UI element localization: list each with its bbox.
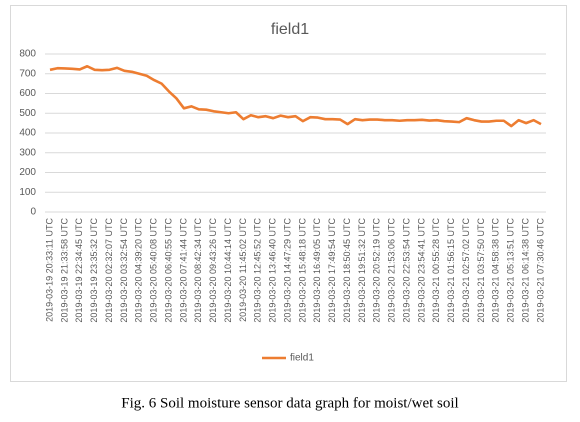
figure-caption: Fig. 6 Soil moisture sensor data graph f…: [121, 395, 458, 411]
y-tick-label: 200: [19, 167, 36, 178]
chart-title: field1: [271, 21, 309, 38]
x-tick-label: 2019-03-20 12:45:52 UTC: [253, 218, 263, 323]
x-tick-label: 2019-03-20 20:52:19 UTC: [372, 218, 382, 323]
x-tick-label: 2019-03-21 02:57:02 UTC: [461, 218, 471, 323]
x-tick-label: 2019-03-20 13:46:40 UTC: [268, 218, 278, 323]
x-tick-label: 2019-03-20 21:53:06 UTC: [387, 218, 397, 323]
x-tick-label: 2019-03-21 04:58:38 UTC: [491, 218, 501, 323]
x-tick-label: 2019-03-19 22:34:45 UTC: [74, 218, 84, 323]
x-tick-label: 2019-03-21 00:55:28 UTC: [431, 218, 441, 323]
y-tick-label: 800: [19, 49, 36, 60]
data-line: [49, 64, 542, 128]
x-tick-label: 2019-03-20 05:40:08 UTC: [149, 218, 159, 323]
x-tick-label: 2019-03-21 03:57:50 UTC: [476, 218, 486, 323]
x-tick-label: 2019-03-20 19:51:32 UTC: [357, 218, 367, 323]
x-tick-label: 2019-03-20 04:39:20 UTC: [134, 218, 144, 323]
x-tick-label: 2019-03-20 09:43:26 UTC: [208, 218, 218, 323]
y-tick-label: 0: [30, 207, 36, 218]
y-tick-label: 700: [19, 68, 36, 79]
x-tick-label: 2019-03-19 23:35:32 UTC: [89, 218, 99, 323]
x-tick-label: 2019-03-20 03:32:54 UTC: [119, 218, 129, 323]
y-tick-label: 500: [19, 108, 36, 119]
x-tick-label: 2019-03-20 15:48:18 UTC: [297, 218, 307, 323]
x-tick-label: 2019-03-21 07:30:46 UTC: [535, 218, 545, 323]
x-tick-label: 2019-03-20 23:54:41 UTC: [416, 218, 426, 323]
x-tick-label: 2019-03-20 06:40:55 UTC: [163, 218, 173, 323]
x-tick-label: 2019-03-20 14:47:29 UTC: [282, 218, 292, 323]
x-tick-label: 2019-03-20 18:50:45 UTC: [342, 218, 352, 323]
x-tick-label: 2019-03-20 11:45:02 UTC: [238, 218, 248, 322]
legend-label: field1: [290, 353, 314, 364]
y-tick-label: 100: [19, 187, 36, 198]
x-tick-label: 2019-03-20 08:42:34 UTC: [193, 218, 203, 323]
x-tick-label: 2019-03-20 22:53:54 UTC: [401, 218, 411, 323]
x-tick-label: 2019-03-21 06:14:38 UTC: [520, 218, 530, 323]
x-tick-label: 2019-03-19 21:33:58 UTC: [59, 218, 69, 323]
x-tick-label: 2019-03-20 07:41:44 UTC: [178, 218, 188, 323]
chart-frame: [10, 5, 567, 382]
x-tick-label: 2019-03-20 16:49:05 UTC: [312, 218, 322, 323]
x-tick-label: 2019-03-20 17:49:54 UTC: [327, 218, 337, 323]
x-tick-label: 2019-03-19 20:33:11 UTC: [44, 218, 54, 322]
x-tick-label: 2019-03-20 02:32:07 UTC: [104, 218, 114, 323]
y-tick-label: 300: [19, 147, 36, 158]
x-tick-label: 2019-03-21 05:13:51 UTC: [506, 218, 516, 323]
x-tick-label: 2019-03-20 10:44:14 UTC: [223, 218, 233, 323]
y-tick-label: 600: [19, 88, 36, 99]
y-tick-label: 400: [19, 128, 36, 139]
x-tick-label: 2019-03-21 01:56:15 UTC: [446, 218, 456, 323]
